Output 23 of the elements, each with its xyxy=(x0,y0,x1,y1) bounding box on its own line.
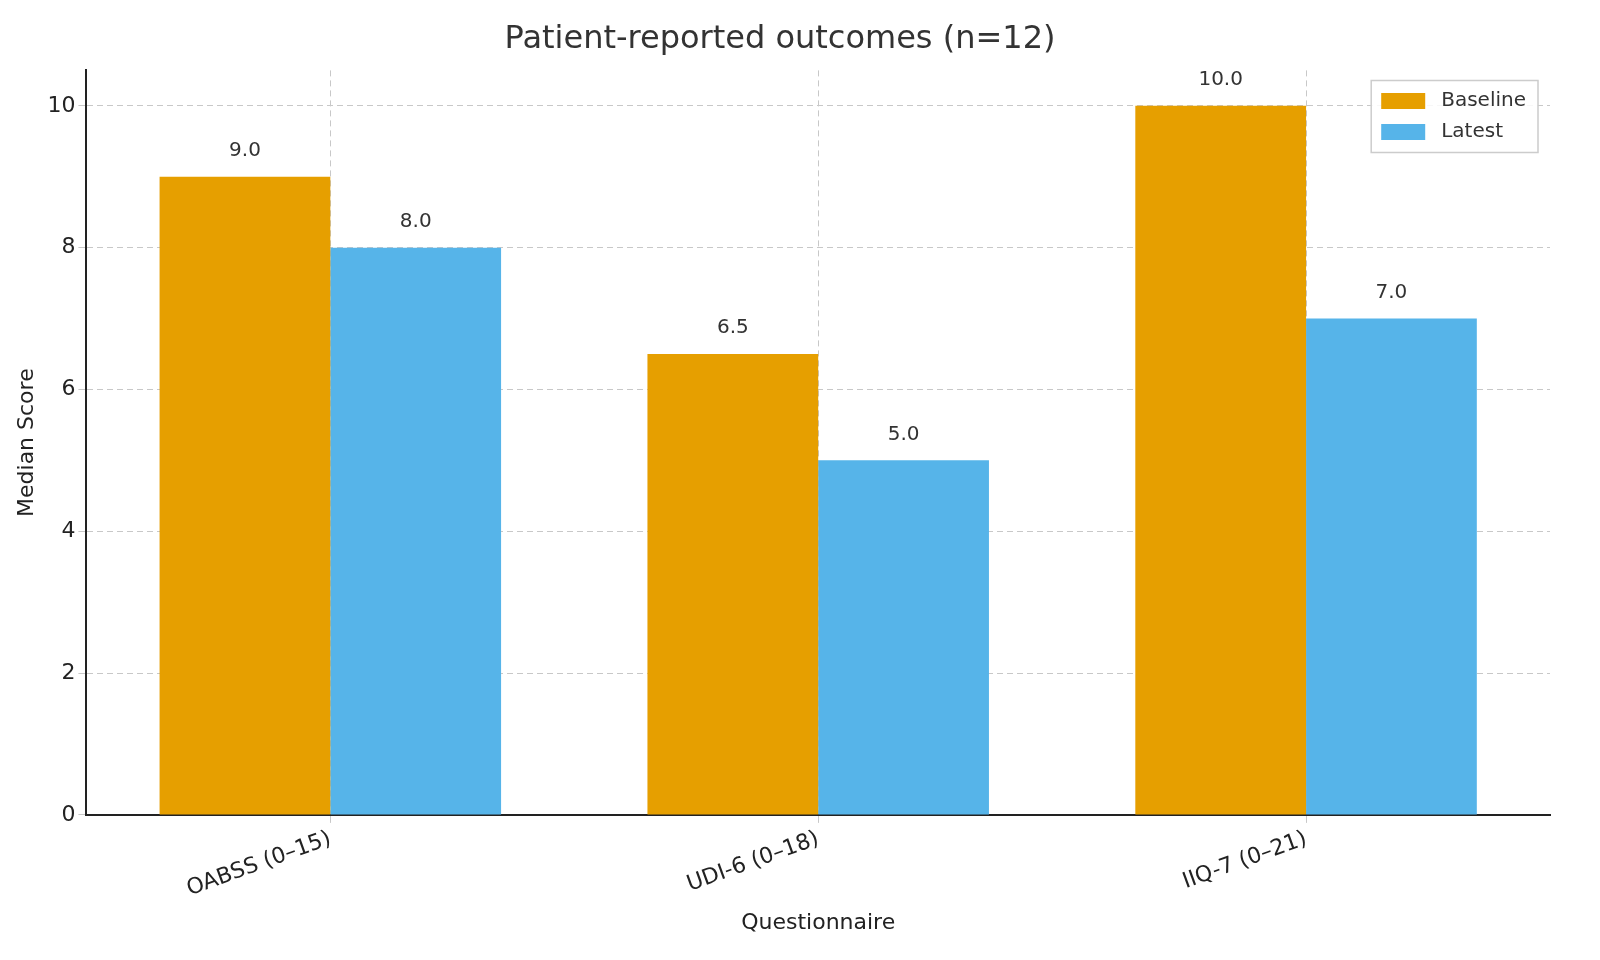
bar xyxy=(159,176,331,815)
legend-label: Baseline xyxy=(1441,87,1526,112)
bar xyxy=(1135,105,1307,815)
y-tick-label: 6 xyxy=(61,375,76,401)
y-tick-label: 4 xyxy=(61,516,76,542)
y-tick-label: 10 xyxy=(47,91,76,117)
data-label: 7.0 xyxy=(1375,278,1408,303)
data-label: 6.5 xyxy=(716,314,749,339)
data-label: 8.0 xyxy=(399,207,432,232)
x-axis-title: Questionnaire xyxy=(741,908,896,934)
legend-label: Latest xyxy=(1441,118,1504,143)
bar xyxy=(330,247,502,815)
y-tick-label: 0 xyxy=(61,800,76,826)
bar xyxy=(647,354,819,815)
y-axis-title: Median Score xyxy=(12,368,38,517)
bar xyxy=(1306,318,1477,815)
data-label: 10.0 xyxy=(1198,66,1243,91)
data-label: 9.0 xyxy=(229,136,261,161)
y-tick-label: 8 xyxy=(61,233,76,259)
chart-title: Patient-reported outcomes (n=12) xyxy=(504,17,1056,56)
bar xyxy=(818,460,989,815)
data-label: 5.0 xyxy=(887,420,920,445)
y-tick-label: 2 xyxy=(61,658,76,684)
